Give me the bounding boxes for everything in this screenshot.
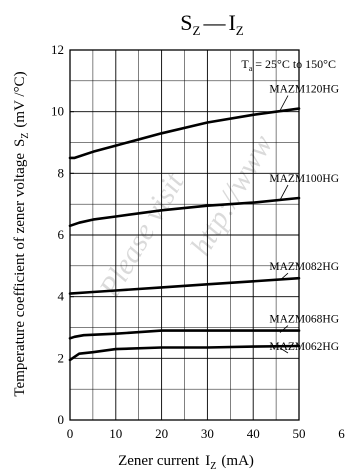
series-label-mazm068hg: MAZM068HG	[269, 314, 339, 326]
x-tick-label: 60	[338, 426, 345, 441]
series-label-leader	[279, 272, 289, 281]
series-layer	[68, 107, 301, 362]
x-tick-label: 0	[67, 426, 74, 441]
y-tick-label: 12	[51, 42, 64, 57]
plot-frame	[69, 49, 300, 421]
condition-label: Ta = 25°C to 150°C	[241, 57, 336, 73]
x-tick-label: 20	[155, 426, 168, 441]
y-tick-label: 8	[58, 165, 65, 180]
series-line-mazm068hg	[68, 329, 301, 340]
x-axis-label: Zener current IZ (mA)	[118, 453, 254, 471]
x-tick-label: 10	[109, 426, 122, 441]
series-label-mazm082hg: MAZM082HG	[269, 261, 339, 273]
grid	[70, 50, 299, 420]
series-line-mazm082hg	[68, 276, 301, 295]
x-tick-labels: 0 10 20 30 40 50 60	[67, 426, 345, 441]
y-tick-label: 4	[58, 289, 65, 304]
chart-title: SZ — IZ	[180, 10, 244, 38]
x-tick-label: 50	[293, 426, 306, 441]
y-tick-label: 2	[58, 350, 65, 365]
series-label-leader	[279, 347, 289, 354]
series-label-mazm120hg: MAZM120HG	[269, 84, 339, 96]
watermark-text: http://www	[184, 129, 279, 261]
series-label-leader	[279, 325, 289, 333]
y-tick-labels: 0 2 4 6 8 10 12	[51, 42, 74, 427]
x-tick-label: 40	[247, 426, 260, 441]
x-tick-label: 30	[201, 426, 214, 441]
series-line-mazm100hg	[68, 196, 301, 228]
y-tick-label: 0	[58, 412, 65, 427]
y-tick-label: 6	[58, 227, 65, 242]
y-tick-label: 10	[51, 104, 64, 119]
series-label-mazm062hg: MAZM062HG	[269, 341, 339, 353]
series-label-leader	[279, 184, 289, 201]
y-axis-label: Temperature coefficient of zener voltage…	[12, 71, 31, 396]
series-label-mazm100hg: MAZM100HG	[269, 173, 339, 185]
series-labels: MAZM120HG MAZM100HG MAZM082HG MAZM068HG MAZM…	[269, 84, 339, 354]
series-line-mazm120hg	[68, 107, 301, 160]
series-line-mazm062hg	[68, 344, 301, 362]
series-label-leader	[279, 95, 289, 111]
